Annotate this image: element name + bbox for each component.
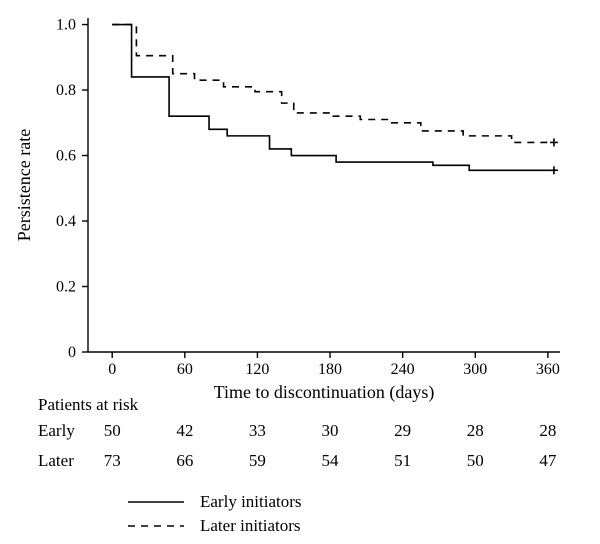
y-tick-label: 0.2 (56, 279, 76, 296)
risk-cell: 47 (539, 451, 557, 470)
risk-cell: 30 (322, 421, 339, 440)
risk-cell: 29 (394, 421, 411, 440)
x-tick-label: 180 (318, 361, 342, 378)
risk-cell: 50 (104, 421, 121, 440)
risk-cell: 66 (176, 451, 193, 470)
y-axis-label: Persistence rate (14, 129, 34, 241)
y-tick-label: 0 (68, 344, 76, 361)
risk-row-label: Later (38, 451, 74, 470)
risk-cell: 51 (394, 451, 411, 470)
x-tick-label: 240 (391, 361, 415, 378)
risk-cell: 54 (322, 451, 340, 470)
x-tick-label: 360 (536, 361, 560, 378)
risk-cell: 50 (467, 451, 484, 470)
y-tick-label: 0.4 (56, 213, 76, 230)
risk-cell: 28 (539, 421, 556, 440)
x-tick-label: 60 (177, 361, 193, 378)
risk-cell: 59 (249, 451, 266, 470)
risk-cell: 73 (104, 451, 121, 470)
x-tick-label: 300 (463, 361, 487, 378)
x-tick-label: 120 (245, 361, 269, 378)
chart-bg (0, 0, 600, 544)
risk-cell: 33 (249, 421, 266, 440)
km-figure: 0 0.2 0.4 0.6 0.8 1.0 0 60 120 180 240 300 360 Time t… (0, 0, 600, 544)
risk-cell: 28 (467, 421, 484, 440)
y-tick-label: 0.6 (56, 148, 76, 165)
x-tick-label: 0 (108, 361, 116, 378)
risk-cell: 42 (176, 421, 193, 440)
legend-label: Later initiators (200, 516, 301, 535)
x-axis-label: Time to discontinuation (days) (214, 382, 435, 403)
chart-svg: 0 0.2 0.4 0.6 0.8 1.0 0 60 120 180 240 300 360 Time t… (0, 0, 600, 544)
risk-row-label: Early (38, 421, 75, 440)
legend-label: Early initiators (200, 492, 302, 511)
y-tick-label: 0.8 (56, 82, 76, 99)
y-tick-label: 1.0 (56, 17, 76, 34)
risk-table-header: Patients at risk (38, 395, 139, 414)
